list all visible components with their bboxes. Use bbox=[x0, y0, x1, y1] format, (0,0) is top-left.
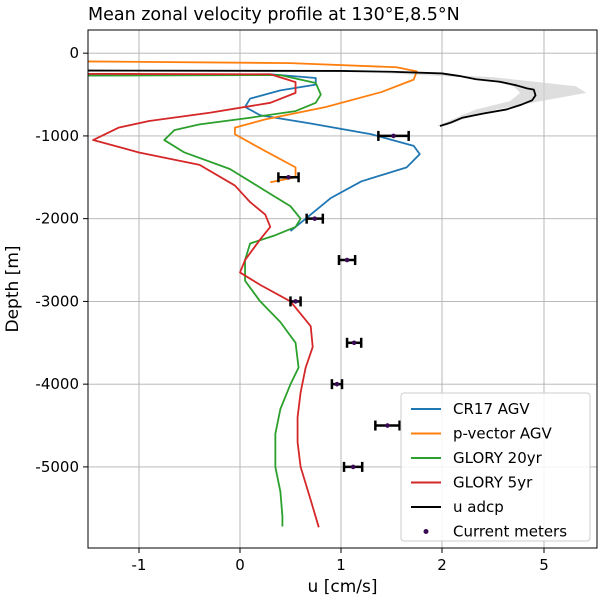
legend-label: GLORY 20yr bbox=[453, 449, 543, 467]
legend-entry: Current meters bbox=[423, 523, 567, 541]
current-meter-point bbox=[377, 130, 410, 141]
legend-entry: p-vector AGV bbox=[411, 425, 552, 443]
y-tick-label: -5000 bbox=[35, 458, 79, 476]
x-tick-label: -1 bbox=[132, 556, 147, 574]
meter-marker bbox=[286, 174, 291, 180]
current-meter-point bbox=[342, 461, 364, 472]
x-tick-label: 0 bbox=[235, 556, 245, 574]
legend-label: p-vector AGV bbox=[453, 425, 552, 443]
adcp-band bbox=[381, 73, 587, 126]
y-tick-label: 0 bbox=[69, 44, 79, 62]
meter-marker bbox=[391, 133, 396, 139]
legend-entry: GLORY 5yr bbox=[411, 474, 533, 492]
meter-marker bbox=[293, 299, 298, 304]
adcp-uncertainty-band bbox=[381, 73, 587, 126]
legend-label: Current meters bbox=[453, 523, 567, 541]
meter-marker bbox=[385, 423, 390, 428]
current-meter-point bbox=[337, 255, 357, 266]
series-line-glory-5yr bbox=[88, 72, 320, 528]
y-tick-label: -1000 bbox=[35, 127, 79, 145]
series-lines bbox=[88, 60, 537, 528]
legend: CR17 AGV p-vector AGV GLORY 20yr GLORY 5yr u… bbox=[400, 392, 591, 542]
chart-title: Mean zonal velocity profile at 130°E,8.5… bbox=[88, 5, 460, 25]
x-tick-label: 2 bbox=[437, 556, 447, 574]
meter-marker bbox=[344, 257, 350, 263]
legend-entry: GLORY 20yr bbox=[411, 449, 543, 467]
meter-marker bbox=[334, 381, 340, 387]
x-axis-label: u [cm/s] bbox=[308, 577, 378, 597]
grid bbox=[88, 30, 597, 548]
series-line-u-adcp bbox=[88, 69, 537, 127]
current-meter-points bbox=[277, 130, 410, 472]
legend-box bbox=[400, 392, 591, 542]
y-tick-label: -2000 bbox=[35, 210, 79, 228]
y-tick-label: -4000 bbox=[35, 375, 79, 393]
current-meter-point bbox=[374, 420, 401, 431]
y-tick-label: -3000 bbox=[35, 292, 79, 310]
legend-label: CR17 AGV bbox=[453, 400, 530, 418]
current-meter-point bbox=[330, 379, 344, 390]
meter-marker bbox=[350, 464, 356, 470]
x-tick-label: 1 bbox=[336, 556, 346, 574]
current-meter-point bbox=[305, 213, 325, 224]
x-tick-label: 5 bbox=[539, 556, 549, 574]
y-axis-label: Depth [m] bbox=[3, 245, 23, 332]
current-meter-point bbox=[289, 296, 302, 307]
meter-marker bbox=[351, 340, 357, 346]
legend-marker bbox=[423, 529, 429, 534]
axis-ticks: -1 0 1 2 5 0 -1000 -2000 -3000 -4000 -5000 bbox=[35, 44, 548, 574]
legend-label: u adcp bbox=[453, 498, 504, 516]
series-line-p-vector-agv bbox=[88, 60, 418, 184]
legend-label: GLORY 5yr bbox=[453, 474, 533, 492]
plot-frame bbox=[87, 29, 598, 549]
current-meter-point bbox=[277, 172, 300, 183]
series-line-glory-20yr bbox=[88, 74, 322, 527]
legend-entry: u adcp bbox=[411, 498, 504, 516]
current-meter-point bbox=[345, 337, 363, 348]
meter-marker bbox=[312, 216, 318, 221]
legend-entry: CR17 AGV bbox=[411, 400, 530, 418]
